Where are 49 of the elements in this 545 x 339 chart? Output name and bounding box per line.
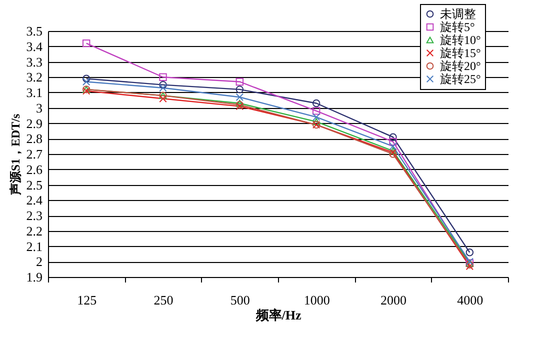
x-axis-title: 频率/Hz [254,308,302,322]
x-tick-label: 4000 [457,292,484,308]
point [389,142,397,150]
point [159,80,167,89]
point [82,39,90,48]
y-tick-label: 2 [36,254,42,270]
y-tick-label: 1.9 [26,270,42,284]
x-tick-label: 500 [230,292,250,308]
legend-label: 旋转25° [440,72,481,86]
legend-label: 旋转5° [440,20,475,34]
y-tick-label: 3.1 [26,85,42,100]
x-tick-label: 1000 [304,292,330,308]
point [312,118,320,126]
y-tick-label: 2.6 [26,162,43,177]
point [82,78,90,86]
x-tick-label: 2000 [380,292,406,308]
y-tick-label: 3.3 [26,54,42,70]
legend-label: 旋转20° [440,59,481,73]
y-tick-label: 2.5 [26,177,42,192]
point [466,248,474,256]
point [159,94,167,103]
legend-label: 未调整 [440,7,476,21]
point [236,86,244,94]
point [236,93,244,101]
point [236,78,244,86]
y-tick-label: 3.2 [26,70,42,85]
y-tick-label: 2.1 [26,238,42,254]
legend-label: 旋转10° [440,33,481,47]
point [159,84,167,92]
point [82,74,90,83]
y-tick-label: 3 [36,100,42,116]
x-tick-label: 250 [154,292,174,308]
point [389,133,397,141]
point [159,73,167,81]
legend-label: 旋转15° [440,46,481,60]
y-tick-label: 2.2 [26,223,42,238]
y-tick-label: 3.4 [26,38,43,54]
y-tick-label: 2.8 [26,131,42,146]
y-tick-label: 2.4 [26,192,43,208]
point [312,107,320,115]
y-tick-label: 3.5 [26,24,42,38]
point [312,99,320,108]
y-tick-label: 2.3 [26,208,42,223]
y-tick-label: 2.9 [26,116,42,131]
y-axis-title: 声源S1，EDT/s [8,114,22,196]
y-tick-label: 2.7 [26,146,43,162]
x-tick-label: 125 [77,292,97,308]
point [312,113,320,121]
point [389,138,397,146]
